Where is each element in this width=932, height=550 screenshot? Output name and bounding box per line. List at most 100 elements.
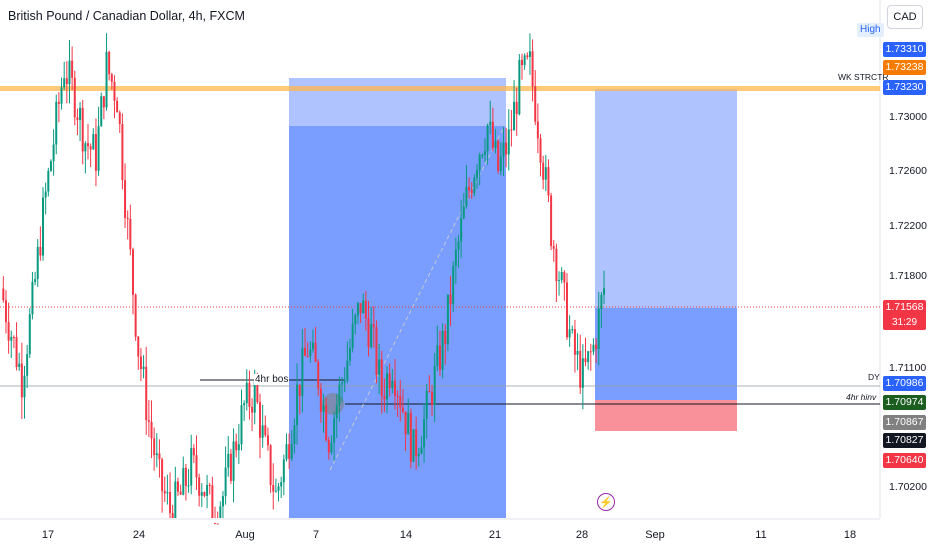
candle-body xyxy=(52,144,55,162)
candle-body xyxy=(47,170,50,192)
candle-body xyxy=(359,303,362,313)
candle-body xyxy=(436,345,439,366)
currency-button[interactable]: CAD xyxy=(887,5,923,29)
candle-body xyxy=(470,190,473,194)
candle-body xyxy=(341,382,344,385)
candle-body xyxy=(206,485,209,496)
candle-body xyxy=(49,161,52,171)
candle-body xyxy=(79,107,82,120)
candle-body xyxy=(528,51,531,57)
level-badge-1-73310: 1.73310 xyxy=(883,42,926,57)
candle-body xyxy=(192,448,195,456)
candle-body xyxy=(65,78,68,85)
candle-body xyxy=(145,366,148,421)
candle-body xyxy=(259,402,262,438)
candle-body xyxy=(404,411,407,435)
candle-body xyxy=(277,486,280,491)
position-box-main-left[interactable] xyxy=(289,126,506,518)
position-box-stop-right[interactable] xyxy=(595,400,737,431)
candle-body xyxy=(595,344,598,349)
candle-body xyxy=(338,384,341,406)
candle-body xyxy=(568,329,571,338)
candle-body xyxy=(100,96,103,127)
candle-body xyxy=(31,281,34,315)
candle-body xyxy=(520,59,523,66)
candle-body xyxy=(102,96,105,108)
candle-body xyxy=(208,485,211,487)
candle-body xyxy=(129,218,132,250)
candle-body xyxy=(425,390,428,419)
candle-body xyxy=(420,447,423,454)
candle-body xyxy=(169,492,172,514)
candle-body xyxy=(216,523,219,525)
candle-body xyxy=(317,361,320,389)
candle-body xyxy=(364,300,367,319)
candle-body xyxy=(444,330,447,345)
candle-body xyxy=(211,485,214,518)
candle-body xyxy=(478,155,481,171)
chart-title: British Pound / Canadian Dollar, 4h, FXC… xyxy=(8,9,245,23)
candle-body xyxy=(10,336,13,341)
x-tick-label: 21 xyxy=(488,529,502,541)
candle-countdown: 31:29 xyxy=(883,315,926,330)
candle-body xyxy=(386,373,389,400)
candle-body xyxy=(7,322,10,341)
candle-body xyxy=(161,459,164,492)
position-box-target-left[interactable] xyxy=(289,78,506,126)
candle-body xyxy=(39,246,42,256)
position-box-target-right[interactable] xyxy=(595,89,737,308)
candle-body xyxy=(552,246,555,249)
candle-body xyxy=(462,206,465,219)
candle-body xyxy=(544,167,547,180)
candle-body xyxy=(515,101,518,115)
candle-body xyxy=(327,440,330,453)
candle-body xyxy=(319,388,322,412)
candle-body xyxy=(383,396,386,400)
candle-body xyxy=(171,513,174,518)
level-badge-1-70640: 1.70640 xyxy=(883,453,926,468)
candle-body xyxy=(489,121,492,126)
candle-body xyxy=(423,418,426,448)
candle-body xyxy=(237,444,240,451)
x-tick-label: 14 xyxy=(399,529,413,541)
wk-strctr-level-band[interactable] xyxy=(0,86,880,91)
candle-body xyxy=(89,146,92,150)
candle-body xyxy=(502,142,505,157)
dy-label: DY xyxy=(868,372,880,382)
candle-body xyxy=(555,248,558,282)
candle-body xyxy=(221,496,224,507)
candle-body xyxy=(494,140,497,148)
candle-body xyxy=(34,279,37,282)
candle-body xyxy=(465,187,468,207)
candle-body xyxy=(417,453,420,457)
candle-body xyxy=(63,78,66,88)
level-badge-1-70974: 1.70974 xyxy=(883,395,926,410)
candle-body xyxy=(23,375,26,398)
x-tick-label: Aug xyxy=(235,529,255,541)
x-tick-label: 28 xyxy=(575,529,589,541)
candle-body xyxy=(499,156,502,171)
candles-group xyxy=(2,33,606,525)
candle-body xyxy=(431,392,434,405)
candle-body xyxy=(391,380,394,389)
candle-body xyxy=(468,187,471,191)
candle-body xyxy=(547,167,550,196)
candle-body xyxy=(110,74,113,82)
candle-body xyxy=(343,380,346,383)
candle-body xyxy=(513,101,516,131)
candle-body xyxy=(20,363,23,398)
candle-body xyxy=(176,481,179,492)
candle-body xyxy=(603,288,606,295)
bos-label: 4hr bos xyxy=(254,374,290,385)
candle-body xyxy=(42,197,45,256)
candle-body xyxy=(261,425,264,438)
candle-body xyxy=(219,506,222,518)
x-tick-label: Sep xyxy=(645,529,665,541)
candle-body xyxy=(592,344,595,352)
candle-body xyxy=(433,365,436,405)
lightning-icon[interactable]: ⚡ xyxy=(597,493,615,511)
candle-body xyxy=(28,314,31,355)
candle-body xyxy=(243,403,246,406)
position-box-entry-right[interactable] xyxy=(595,308,737,400)
